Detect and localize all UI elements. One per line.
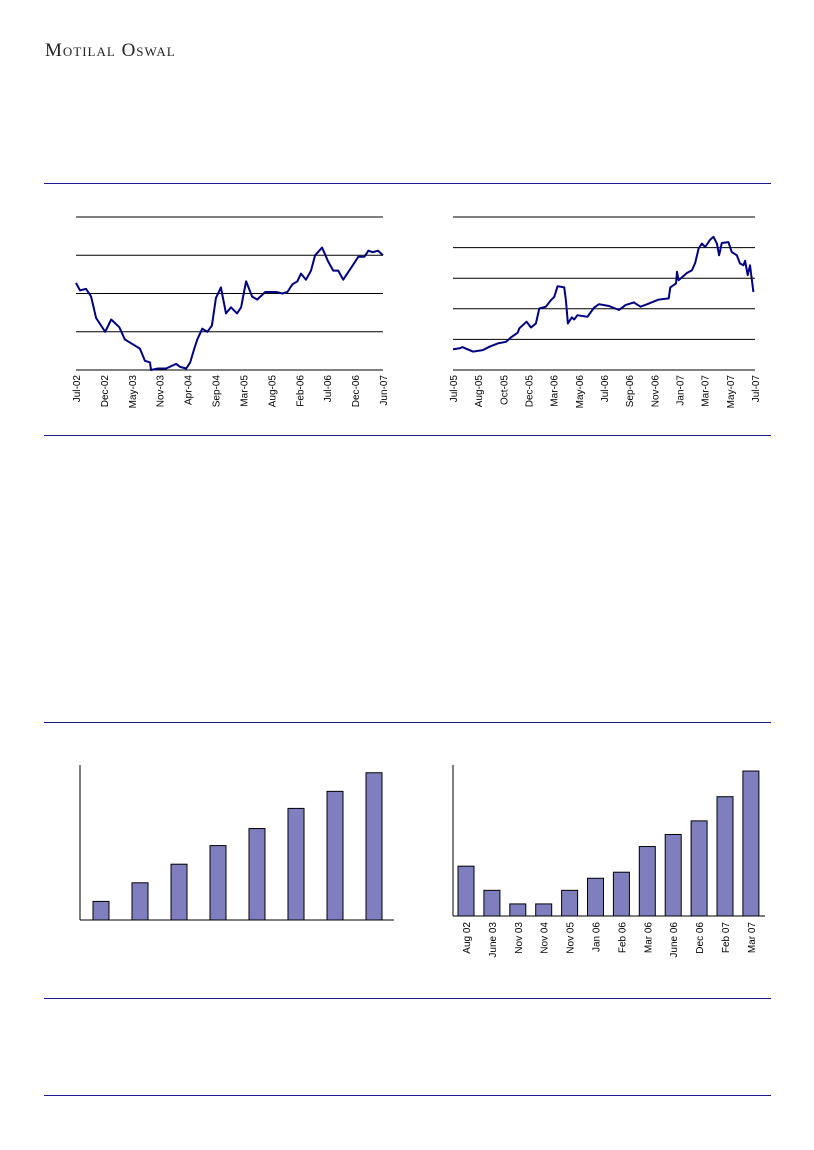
x-tick-label: Jul-02 <box>72 375 83 403</box>
company-logo: Motilal Oswal <box>45 40 176 61</box>
bar <box>287 807 305 921</box>
bar <box>561 889 579 917</box>
bar <box>326 790 344 921</box>
x-tick-label: Apr-04 <box>184 375 195 405</box>
bar <box>535 903 553 917</box>
bar <box>365 772 383 921</box>
x-tick-label: Sep-04 <box>212 375 223 408</box>
x-tick-label: Aug-05 <box>474 375 485 408</box>
line-chart-2: Jul-05 Aug-05 Oct-05 Dec-05 Mar-06 May-06 Jul-… <box>449 216 762 409</box>
x-tick-label: May-03 <box>128 375 139 409</box>
bar <box>131 882 149 921</box>
x-tick-label: Oct-05 <box>499 375 510 405</box>
bar <box>690 820 708 917</box>
series-line <box>452 235 755 353</box>
bar <box>92 900 110 921</box>
x-tick-label: Jan-07 <box>676 375 687 406</box>
x-tick-label: Mar 07 <box>747 922 758 954</box>
x-tick-label: May-07 <box>726 375 737 409</box>
x-tick-label: Dec-02 <box>100 375 111 408</box>
x-tick-label: Jun-07 <box>379 375 390 406</box>
bar <box>457 865 475 917</box>
bar <box>716 796 734 917</box>
section-divider <box>44 183 771 184</box>
x-tick-label: June 06 <box>669 922 680 958</box>
bar <box>742 770 760 917</box>
section-divider <box>44 1095 771 1096</box>
x-tick-label: Feb 07 <box>721 922 732 954</box>
x-tick-label: Jan 06 <box>592 922 603 952</box>
bar <box>209 845 227 921</box>
line-chart-1: Jul-02 Dec-02 May-03 Nov-03 Apr-04 Sep-04 Mar-… <box>72 216 390 409</box>
x-tick-label: Aug 02 <box>462 922 473 954</box>
bar <box>509 903 527 917</box>
x-tick-label: Nov-06 <box>650 375 661 408</box>
section-divider <box>44 722 771 723</box>
x-tick-label: Nov 05 <box>566 922 577 954</box>
bar <box>638 846 656 917</box>
x-tick-label: Mar-05 <box>239 375 250 407</box>
x-tick-label: Feb 06 <box>617 922 628 954</box>
x-tick-label: Jul-06 <box>600 375 611 403</box>
bar <box>483 889 501 917</box>
x-tick-label: Mar 06 <box>643 922 654 954</box>
bar <box>664 833 682 917</box>
x-tick-label: Mar-07 <box>701 375 712 407</box>
x-tick-label: June 03 <box>488 922 499 958</box>
x-tick-label: Feb-06 <box>295 375 306 407</box>
section-divider <box>44 435 771 436</box>
section-divider <box>44 998 771 999</box>
x-tick-label: Jul-07 <box>751 375 762 403</box>
series-line <box>75 246 384 371</box>
x-tick-label: Sep-06 <box>625 375 636 408</box>
x-tick-label: Aug-05 <box>267 375 278 408</box>
x-tick-label: May-06 <box>575 375 586 409</box>
bar-chart-1 <box>79 765 394 921</box>
x-tick-label: Jul-06 <box>323 375 334 403</box>
x-tick-label: Nov 04 <box>540 922 551 954</box>
x-tick-label: Dec 06 <box>695 922 706 954</box>
x-tick-label: Nov 03 <box>514 922 525 954</box>
bar-chart-2: Aug 02 June 03 Nov 03 Nov 04 Nov 05 Jan 06 Feb… <box>452 765 765 958</box>
x-tick-label: Mar-06 <box>550 375 561 407</box>
bar <box>612 871 630 917</box>
x-tick-label: Nov-03 <box>156 375 167 408</box>
x-tick-label: Dec-06 <box>351 375 362 408</box>
bar <box>170 863 188 921</box>
x-tick-label: Dec-05 <box>525 375 536 408</box>
bar <box>587 877 604 917</box>
bar <box>248 828 266 921</box>
x-tick-label: Jul-05 <box>449 375 460 403</box>
